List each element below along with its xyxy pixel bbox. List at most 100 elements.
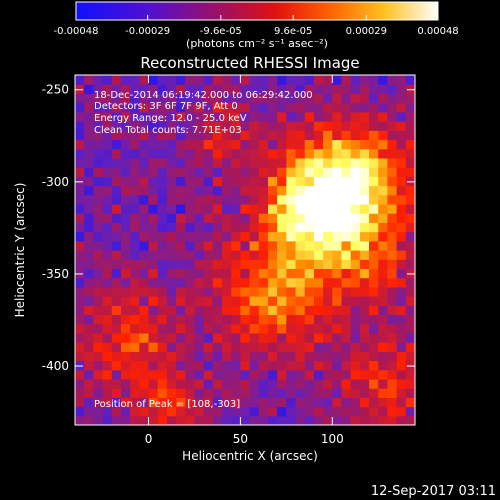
heatmap-cell	[267, 93, 278, 104]
heatmap-cell	[102, 378, 113, 389]
heatmap-cell	[323, 139, 333, 150]
heatmap-cell	[405, 148, 415, 159]
heatmap-cell	[203, 360, 214, 371]
heatmap-cell	[313, 314, 324, 325]
heatmap-cell	[231, 296, 242, 306]
heatmap-cell	[286, 75, 297, 85]
heatmap-cell	[249, 351, 260, 362]
heatmap-cell	[231, 121, 242, 131]
heatmap-cell	[240, 240, 251, 251]
heatmap-cell	[166, 415, 177, 425]
heatmap-cell	[231, 342, 242, 352]
heatmap-cell	[323, 296, 333, 306]
heatmap-cell	[222, 213, 232, 223]
heatmap-cell	[84, 360, 94, 371]
heatmap-cell	[222, 388, 232, 398]
heatmap-cell	[139, 213, 150, 223]
heatmap-cell	[93, 84, 104, 95]
heatmap-cell	[212, 305, 223, 316]
heatmap-cell	[249, 121, 260, 131]
heatmap-cell	[120, 314, 131, 325]
annotation-energy: Energy Range: 12.0 - 25.0 keV	[94, 113, 247, 124]
heatmap-cell	[93, 240, 104, 251]
heatmap-cell	[212, 351, 223, 362]
heatmap-cell	[258, 139, 269, 150]
heatmap-cell	[258, 332, 269, 343]
heatmap-cell	[139, 176, 150, 187]
heatmap-cell	[359, 268, 370, 279]
colorbar-tick-label: 0.00029	[346, 26, 387, 37]
heatmap-cell	[295, 240, 306, 251]
heatmap-cell	[139, 305, 150, 316]
heatmap-cell	[378, 139, 389, 150]
heatmap-cell	[240, 369, 251, 380]
heatmap-cell	[277, 406, 287, 417]
heatmap-cell	[396, 139, 407, 150]
heatmap-cell	[378, 213, 389, 223]
heatmap-cell	[350, 323, 361, 334]
heatmap-cell	[93, 369, 104, 380]
heatmap-cell	[231, 369, 242, 380]
heatmap-cell	[194, 305, 205, 316]
heatmap-cell	[93, 185, 104, 196]
heatmap-cell	[304, 342, 315, 352]
heatmap-cell	[240, 75, 251, 85]
heatmap-cell	[222, 250, 232, 260]
heatmap-cell	[120, 231, 131, 242]
heatmap-cell	[166, 378, 177, 389]
heatmap-cell	[332, 314, 343, 325]
heatmap-cell	[102, 250, 113, 260]
heatmap-cell	[176, 406, 186, 417]
heatmap-cell	[350, 406, 361, 417]
heatmap-cell	[176, 286, 186, 297]
heatmap-cell	[203, 185, 214, 196]
heatmap-cell	[111, 194, 122, 205]
heatmap-cell	[323, 259, 333, 270]
heatmap-cell	[102, 406, 113, 417]
heatmap-cell	[332, 360, 343, 371]
heatmap-cell	[75, 323, 85, 334]
heatmap-cell	[387, 213, 398, 223]
heatmap-cell	[240, 102, 251, 113]
heatmap-cell	[378, 231, 389, 242]
heatmap-cell	[185, 268, 196, 279]
heatmap-cell	[350, 240, 361, 251]
heatmap-cell	[313, 176, 324, 187]
heatmap-cell	[286, 369, 297, 380]
heatmap-cell	[387, 222, 398, 233]
heatmap-cell	[120, 277, 131, 288]
heatmap-cell	[332, 157, 343, 168]
heatmap-cell	[185, 111, 196, 122]
heatmap-cell	[341, 157, 352, 168]
heatmap-cell	[387, 323, 398, 334]
heatmap-cell	[369, 286, 379, 297]
heatmap-cell	[249, 388, 260, 398]
heatmap-cell	[249, 268, 260, 279]
heatmap-cell	[93, 314, 104, 325]
heatmap-cell	[148, 148, 159, 159]
heatmap-cell	[212, 415, 223, 425]
heatmap-cell	[157, 277, 168, 288]
heatmap-cell	[313, 84, 324, 95]
heatmap-cell	[120, 369, 131, 380]
heatmap-cell	[341, 231, 352, 242]
heatmap-cell	[166, 296, 177, 306]
heatmap-cell	[313, 342, 324, 352]
heatmap-cell	[75, 102, 85, 113]
heatmap-cell	[157, 231, 168, 242]
heatmap-cell	[166, 157, 177, 168]
heatmap-cell	[176, 231, 186, 242]
heatmap-cell	[166, 397, 177, 408]
heatmap-cell	[378, 148, 389, 159]
heatmap-cell	[350, 203, 361, 214]
heatmap-cell	[120, 240, 131, 251]
heatmap-cell	[359, 342, 370, 352]
heatmap-cell	[130, 222, 140, 233]
heatmap-cell	[231, 75, 242, 85]
heatmap-cell	[102, 415, 113, 425]
heatmap-cell	[378, 93, 389, 104]
heatmap-cell	[111, 268, 122, 279]
heatmap-cell	[405, 130, 415, 141]
heatmap-cell	[203, 305, 214, 316]
heatmap-cell	[341, 378, 352, 389]
